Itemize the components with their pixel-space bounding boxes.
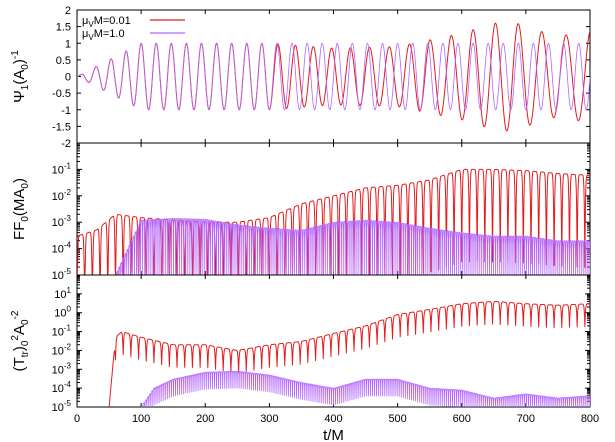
y-tick-label: 10-1 [52, 161, 72, 176]
y-tick-label: 2 [65, 5, 71, 17]
y-tick-label: 10-2 [52, 188, 72, 203]
series-line-muv-1.0 [77, 217, 590, 275]
series-line-muv-1.0 [77, 42, 590, 111]
x-tick-label: 800 [581, 413, 599, 425]
panel-psi: -2 -1.5 -1 -0.5 0 0.5 1 1.5 2 Ψ1(A0)-1 μVM=0.01μVM… [10, 5, 591, 150]
y-axis-title: Ψ1(A0)-1 [10, 50, 31, 103]
legend-label: μVM=0.01 [82, 15, 131, 29]
y-tick-label: 10-1 [52, 324, 72, 339]
y-tick-label: 1 [65, 38, 71, 50]
y-tick-label: 10-3 [52, 214, 72, 229]
plot-frame [76, 274, 591, 408]
x-tick-label: 400 [324, 413, 342, 425]
y-tick-label: 1.5 [56, 22, 71, 34]
series-group [77, 217, 590, 275]
x-tick-label: 300 [260, 413, 278, 425]
x-axis-title: t/M [323, 427, 344, 442]
series-line-muv-0.01 [77, 168, 590, 275]
x-tick-label: 200 [196, 413, 214, 425]
x-tick-label: 500 [388, 413, 406, 425]
x-tick-label: 600 [453, 413, 471, 425]
y-tick-label: 10-3 [52, 361, 72, 376]
y-tick-label: 0 [65, 72, 71, 84]
y-tick-label: -2 [61, 138, 71, 150]
y-tick-label: -1.5 [52, 121, 71, 133]
y-tick-label: 100 [54, 305, 71, 320]
x-tick-label: 700 [517, 413, 535, 425]
y-tick-label: 10-4 [52, 241, 72, 256]
y-tick-label: 0.5 [56, 55, 71, 67]
y-axis-title: FF0(MA0) [11, 178, 31, 240]
y-tick-label: -1 [61, 105, 71, 117]
y-axis-title: (Ttr)02A0-2 [10, 310, 31, 371]
legend-label: μVM=1.0 [82, 28, 125, 42]
x-tick-label: 0 [74, 413, 80, 425]
series-line-muv-0.01 [108, 300, 590, 407]
series-group [108, 300, 590, 407]
y-tick-label: 10-5 [52, 267, 72, 282]
series-line-muv-1.0 [140, 370, 590, 407]
panel-ff: 10-5 10-4 10-3 10-2 10-1 FF0(MA0) [11, 142, 591, 282]
y-tick-label: 10-5 [52, 399, 72, 414]
series-group [77, 168, 590, 275]
series-group [77, 42, 590, 111]
series-group [140, 370, 590, 407]
x-tick-label: 100 [132, 413, 150, 425]
y-tick-label: 10-4 [52, 380, 72, 395]
y-tick-label: -0.5 [52, 88, 71, 100]
y-tick-label: 10-2 [52, 342, 72, 357]
panel-ttr: 10-5 10-4 10-3 10-2 10-1 100 101 (Ttr)02A0-2 0 10… [10, 274, 599, 442]
y-tick-label: 101 [54, 286, 71, 301]
